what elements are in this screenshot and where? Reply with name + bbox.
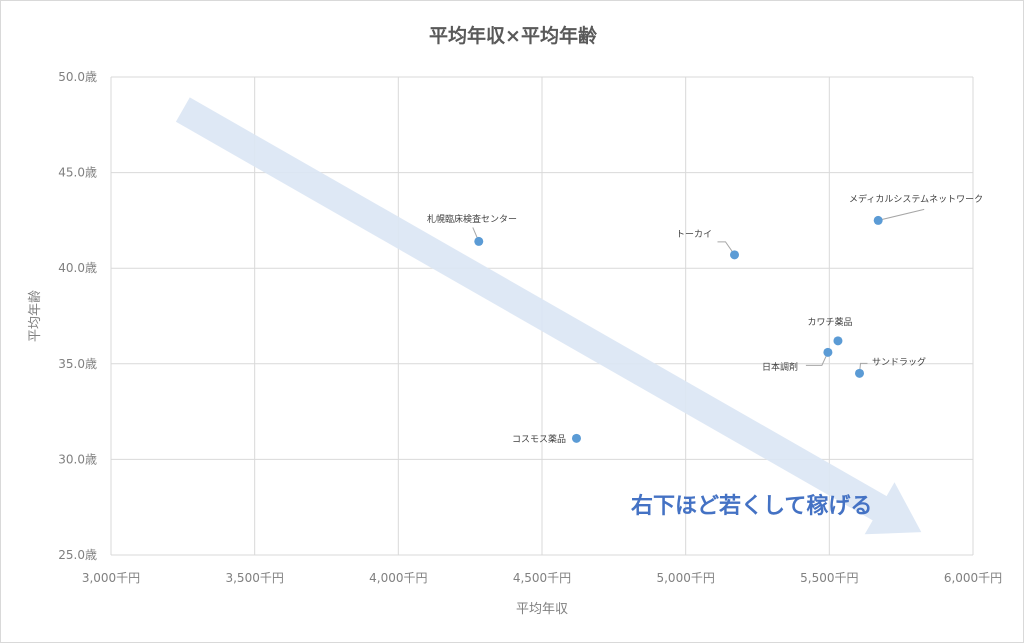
data-point	[873, 215, 883, 225]
annotation-text: 右下ほど若くして稼げる	[631, 493, 872, 519]
y-tick-label: 50.0歳	[58, 70, 97, 84]
x-tick-label: 4,000千円	[369, 571, 427, 585]
y-axis-title: 平均年齢	[28, 290, 43, 342]
x-tick-label: 6,000千円	[944, 571, 1002, 585]
data-label: トーカイ	[676, 229, 712, 240]
data-point	[855, 368, 865, 378]
y-tick-label: 30.0歳	[58, 452, 97, 466]
data-point	[474, 236, 484, 246]
data-point	[730, 250, 740, 260]
x-tick-label: 3,500千円	[225, 571, 283, 585]
data-label: サンドラッグ	[872, 356, 926, 368]
data-point	[571, 433, 581, 443]
leader-line	[878, 208, 925, 221]
y-tick-label: 25.0歳	[58, 548, 97, 562]
data-point	[823, 347, 833, 357]
leader-line	[717, 241, 735, 256]
y-tick-label: 40.0歳	[58, 261, 97, 275]
data-label: 札幌臨床検査センター	[427, 213, 517, 225]
x-tick-label: 3,000千円	[82, 571, 140, 585]
leader-line	[805, 352, 829, 366]
trend-arrow	[175, 97, 922, 535]
x-tick-label: 5,500千円	[800, 571, 858, 585]
x-tick-label: 4,500千円	[513, 571, 571, 585]
data-label: カワチ薬品	[807, 316, 852, 328]
chart-title: 平均年収×平均年齢	[429, 25, 597, 47]
data-label: コスモス薬品	[512, 433, 566, 445]
data-point	[833, 336, 843, 346]
y-tick-label: 35.0歳	[58, 357, 97, 371]
y-tick-label: 45.0歳	[58, 166, 97, 180]
data-label: メディカルシステムネットワーク	[849, 193, 983, 205]
data-label: 日本調剤	[762, 361, 798, 373]
x-axis-title: 平均年収	[516, 602, 568, 617]
x-tick-label: 5,000千円	[656, 571, 714, 585]
